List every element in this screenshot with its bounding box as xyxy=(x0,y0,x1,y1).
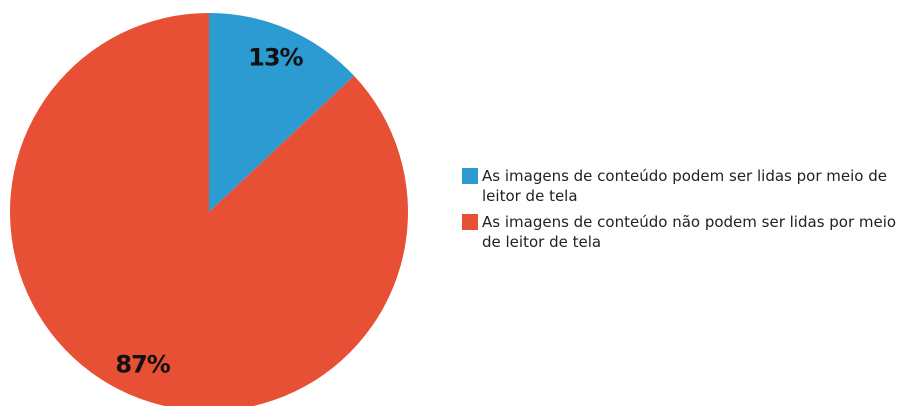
pie-slice xyxy=(209,13,355,212)
legend-label: As imagens de conteúdo podem ser lidas p… xyxy=(482,167,887,205)
value-label: 87% xyxy=(115,350,170,378)
pie-slice xyxy=(10,13,408,406)
legend-item: As imagens de conteúdo não podem ser lid… xyxy=(462,212,902,252)
legend-item: As imagens de conteúdo podem ser lidas p… xyxy=(462,166,902,206)
legend-swatch xyxy=(462,214,478,230)
value-label: 13% xyxy=(248,44,303,72)
legend-swatch xyxy=(462,168,478,184)
legend-label: As imagens de conteúdo não podem ser lid… xyxy=(482,213,897,251)
legend: As imagens de conteúdo podem ser lidas p… xyxy=(462,166,902,258)
